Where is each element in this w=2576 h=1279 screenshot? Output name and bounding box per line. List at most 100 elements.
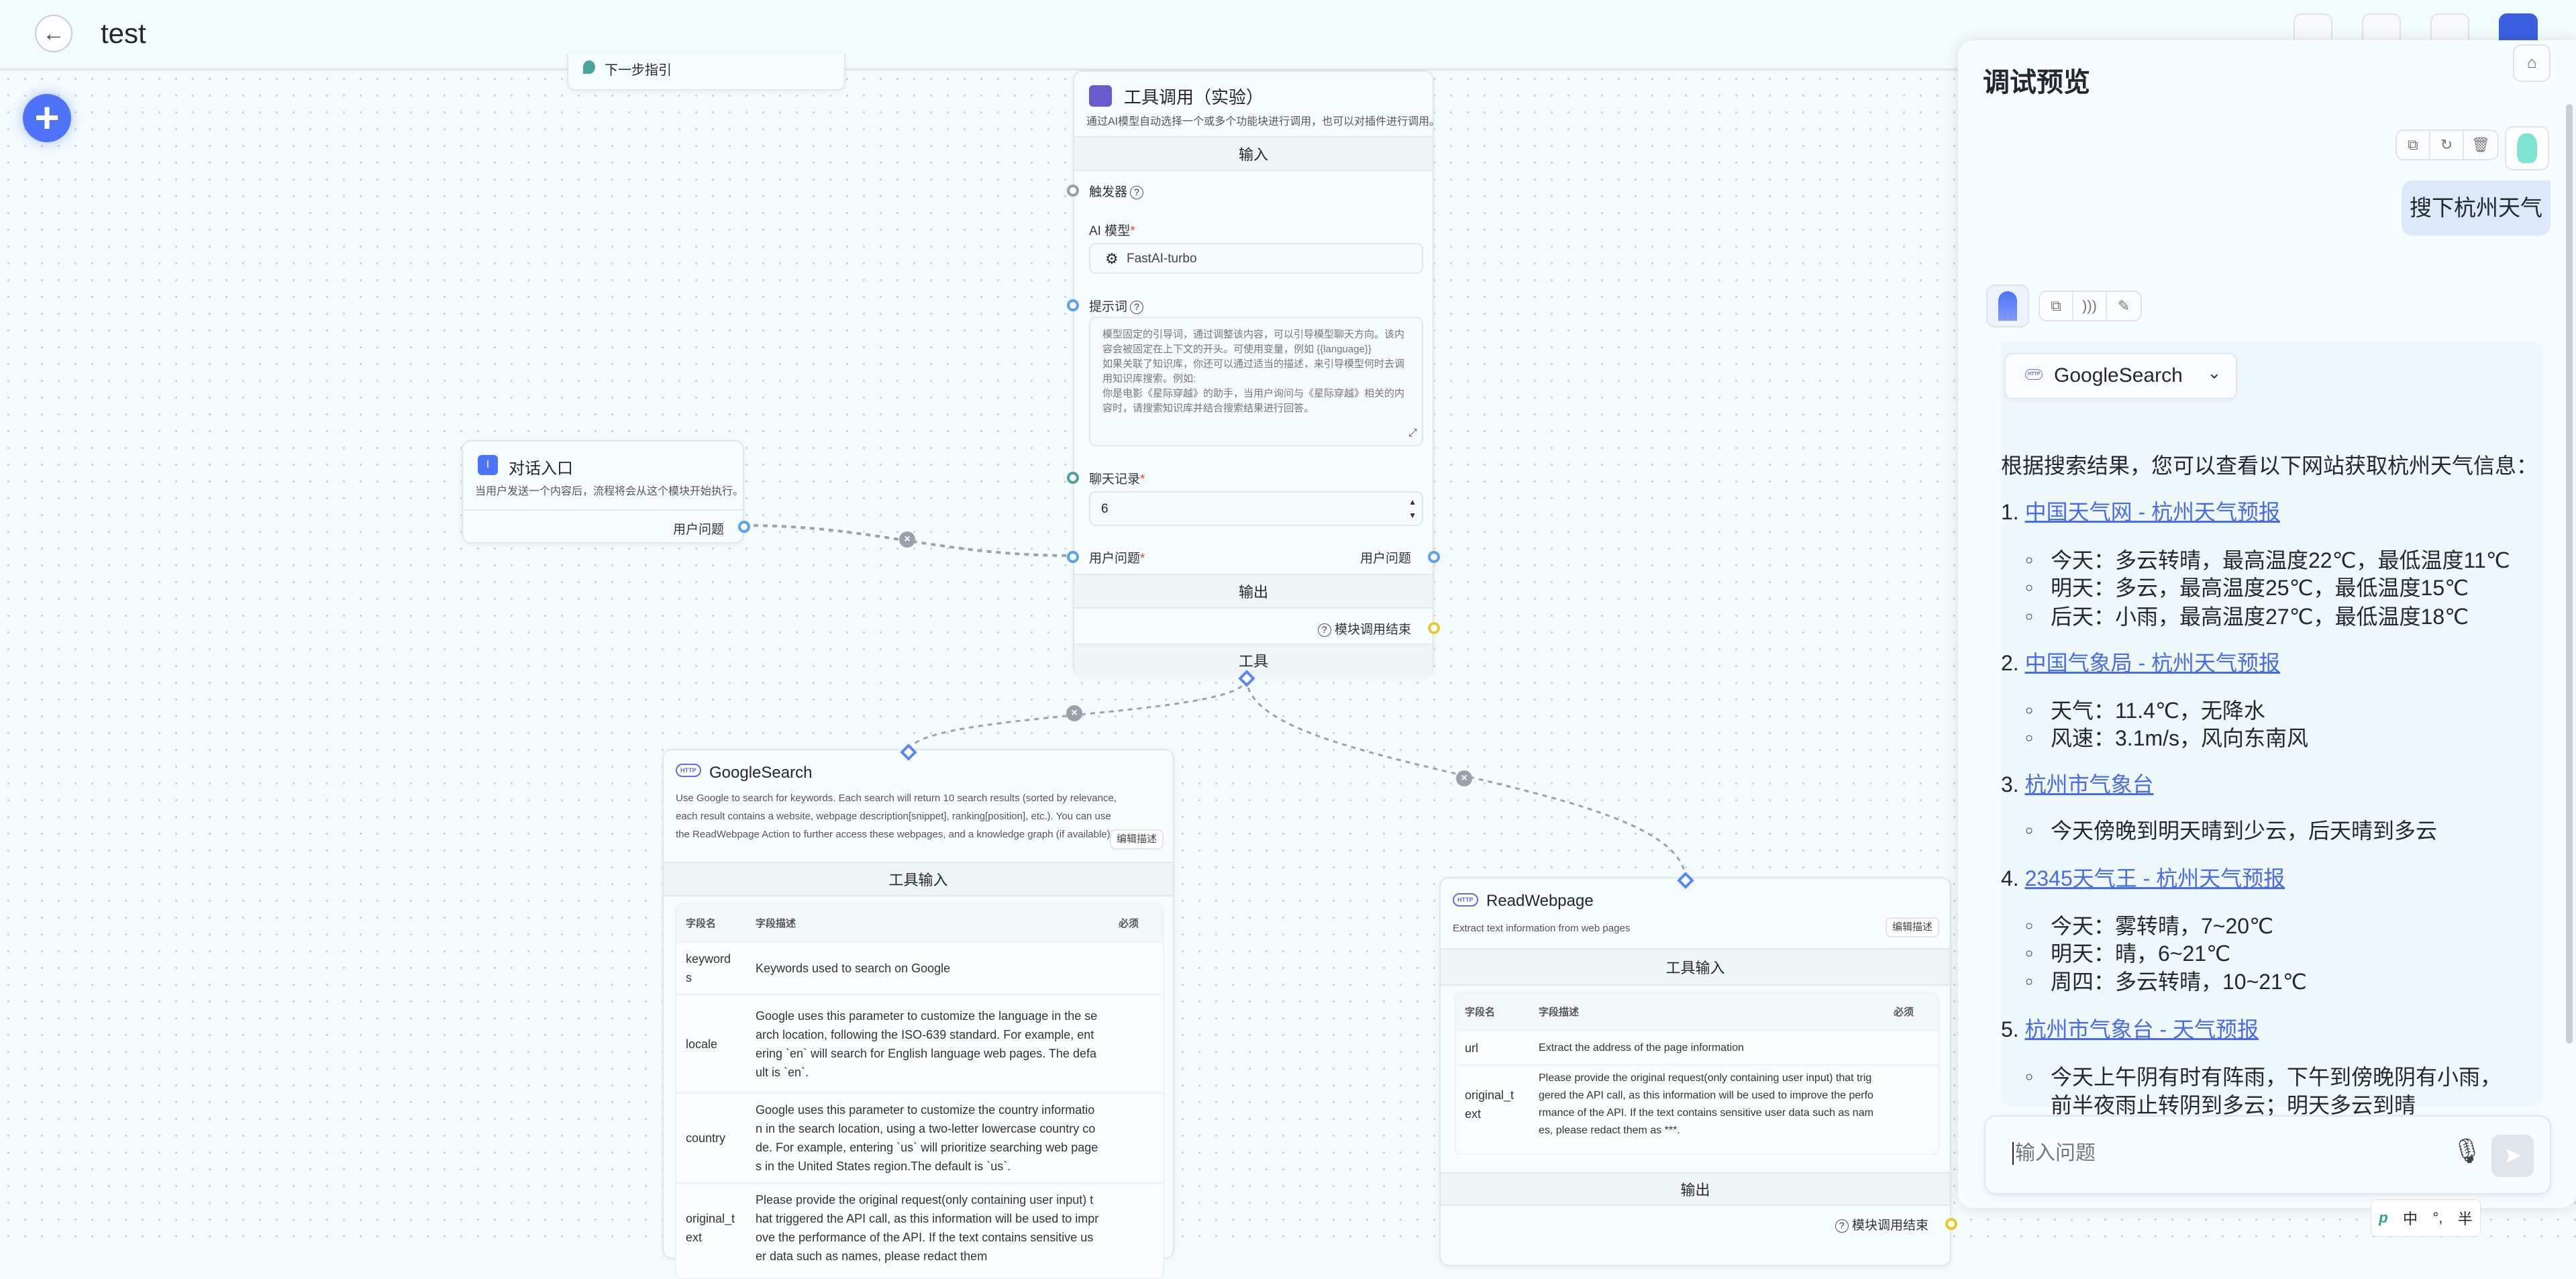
list-item: 今天傍晚到明天晴到少云，后天晴到多云 bbox=[2025, 817, 2437, 845]
table-row: country Google uses this parameter to cus… bbox=[676, 1092, 1163, 1183]
clear-chat-button[interactable]: ⌂ bbox=[2513, 44, 2551, 82]
question-input-handle[interactable] bbox=[1067, 551, 1079, 563]
node-description: 当用户发送一个内容后，流程将会从这个模块开始执行。 bbox=[475, 486, 744, 497]
question-output-handle[interactable] bbox=[738, 521, 750, 533]
guide-card[interactable]: 下一步指引 bbox=[567, 54, 845, 91]
model-select[interactable]: ⚙ FastAI-turbo bbox=[1089, 243, 1423, 274]
delete-edge-icon[interactable]: × bbox=[1456, 770, 1472, 786]
field-name: locale bbox=[676, 994, 746, 1093]
history-value: 6 bbox=[1101, 502, 1109, 516]
result-link[interactable]: 中国气象局 - 杭州天气预报 bbox=[2024, 651, 2281, 675]
model-label: AI 模型 bbox=[1089, 224, 1131, 238]
result-link[interactable]: 中国天气网 - 杭州天气预报 bbox=[2024, 500, 2281, 524]
column-header: 字段描述 bbox=[1529, 993, 1884, 1031]
prompt-label: 提示词 bbox=[1089, 300, 1128, 314]
field-name: url bbox=[1455, 1030, 1529, 1065]
field-description: Google uses this parameter to customize … bbox=[746, 994, 1109, 1093]
table-row: locale Google uses this parameter to cust… bbox=[676, 994, 1163, 1093]
help-icon[interactable]: ? bbox=[1317, 623, 1331, 637]
http-cloud-icon: HTTP bbox=[1453, 893, 1478, 907]
tool-input-section-header: 工具输入 bbox=[1441, 948, 1950, 986]
field-name: keywords bbox=[676, 941, 746, 994]
result-link[interactable]: 杭州市气象台 bbox=[2024, 772, 2154, 797]
tool-call-node[interactable]: 工具调用（实验） 通过AI模型自动选择一个或多个功能块进行调用，也可以对插件进行… bbox=[1067, 70, 1440, 675]
ime-toolbar[interactable]: p 中 °, 半 bbox=[2371, 1199, 2481, 1237]
node-title: 工具调用（实验） bbox=[1124, 87, 1264, 107]
table-row: url Extract the address of the page infor… bbox=[1455, 1030, 1938, 1065]
edit-icon[interactable]: ✎ bbox=[2117, 297, 2130, 314]
help-icon[interactable]: ? bbox=[1130, 300, 1144, 314]
user-avatar bbox=[2505, 126, 2549, 170]
field-name: country bbox=[676, 1092, 746, 1183]
chevron-down-icon: ⌄ bbox=[2207, 362, 2222, 382]
tool-input-table: 字段名 字段描述 必须 keywords Keywords used to searc… bbox=[675, 903, 1164, 1279]
list-item: 今天上午阴有时有阵雨，下午到傍晚阴有小雨，前半夜雨止转阴到多云；明天多云到晴 bbox=[2025, 1063, 2520, 1119]
field-description: Please provide the original request(only… bbox=[746, 1182, 1109, 1272]
finish-label: 模块调用结束 bbox=[1851, 1219, 1928, 1233]
field-description: Google uses this parameter to customize … bbox=[746, 1092, 1109, 1183]
copy-icon[interactable]: ⧉ bbox=[2040, 292, 2073, 320]
finish-handle[interactable] bbox=[1428, 622, 1440, 634]
prompt-handle[interactable] bbox=[1067, 299, 1079, 311]
history-number-input[interactable]: 6 ▲ ▼ bbox=[1089, 491, 1423, 526]
output-label: 用户问题 bbox=[672, 523, 724, 537]
speaker-icon[interactable]: ))) bbox=[2073, 292, 2107, 320]
chat-input-box[interactable]: 🎙 ➤ bbox=[1984, 1115, 2551, 1194]
scrollbar[interactable] bbox=[2566, 104, 2573, 1043]
field-description: Extract the address of the page informat… bbox=[1529, 1030, 1884, 1065]
ai-message-bubble: HTTP GoogleSearch ⌄ 根据搜索结果，您可以查看以下网站获取杭州… bbox=[2001, 342, 2543, 1117]
google-search-node[interactable]: HTTP GoogleSearch Use Google to search f… bbox=[662, 749, 1174, 1279]
copy-icon[interactable]: ⧉ bbox=[2397, 131, 2430, 159]
ime-punct[interactable]: °, bbox=[2432, 1209, 2443, 1226]
ime-width[interactable]: 半 bbox=[2457, 1211, 2473, 1227]
list-item: 后天：小雨，最高温度27℃，最低温度18℃ bbox=[2025, 603, 2469, 631]
finish-handle[interactable] bbox=[1945, 1218, 1957, 1230]
broom-icon: ⌂ bbox=[2526, 54, 2537, 72]
question-output-handle[interactable] bbox=[1428, 551, 1440, 563]
list-item: 明天：多云，最高温度25℃，最低温度15℃ bbox=[2025, 574, 2469, 602]
result-link[interactable]: 2345天气王 - 杭州天气预报 bbox=[2024, 866, 2285, 890]
output-section-header: 输出 bbox=[1441, 1172, 1950, 1206]
column-header: 字段名 bbox=[1455, 993, 1529, 1031]
entry-icon: I bbox=[478, 455, 498, 475]
column-header: 字段描述 bbox=[746, 905, 1109, 942]
user-message-actions: ⧉ ↻ 🗑 bbox=[2395, 130, 2499, 160]
guide-icon bbox=[583, 60, 595, 74]
prompt-textarea[interactable]: 模型固定的引导词，通过调整该内容，可以引导模型聊天方向。该内容会被固定在上下文的… bbox=[1089, 317, 1423, 446]
add-node-button[interactable]: + bbox=[23, 94, 71, 142]
tool-call-dropdown[interactable]: HTTP GoogleSearch ⌄ bbox=[2004, 353, 2237, 399]
tools-section-header: 工具 bbox=[1074, 644, 1433, 675]
tool-input-section-header: 工具输入 bbox=[664, 862, 1173, 897]
microphone-icon[interactable]: 🎙 bbox=[2452, 1137, 2483, 1164]
debug-preview-panel: 调试预览 ⌂ ⧉ ↻ 🗑 搜下杭州天气 ⧉))) ✎ HTTP GoogleSearc… bbox=[1958, 40, 2576, 1208]
list-item: 周四：多云转晴，10~21℃ bbox=[2025, 968, 2307, 996]
send-button[interactable]: ➤ bbox=[2491, 1135, 2534, 1177]
output-section-header: 输出 bbox=[1074, 574, 1433, 609]
arrow-left-icon: ← bbox=[42, 20, 65, 46]
history-handle[interactable] bbox=[1067, 472, 1079, 484]
back-button[interactable]: ← bbox=[35, 15, 72, 52]
chat-input[interactable] bbox=[2012, 1142, 2415, 1165]
delete-edge-icon[interactable]: × bbox=[899, 531, 915, 548]
list-item: 今天：雾转晴，7~20℃ bbox=[2025, 912, 2273, 940]
edit-description-button[interactable]: 编辑描述 bbox=[1886, 917, 1940, 937]
table-row: original_text Please provide the original… bbox=[1455, 1064, 1938, 1143]
ime-mode[interactable]: 中 bbox=[2403, 1211, 2418, 1227]
edit-description-button[interactable]: 编辑描述 bbox=[1110, 829, 1164, 850]
delete-icon[interactable]: 🗑 bbox=[2471, 136, 2490, 153]
help-icon[interactable]: ? bbox=[1835, 1219, 1849, 1233]
trigger-handle[interactable] bbox=[1067, 185, 1079, 197]
help-icon[interactable]: ? bbox=[1130, 185, 1144, 199]
stepper-arrows-icon[interactable]: ▲ ▼ bbox=[1408, 497, 1416, 520]
field-name: original_text bbox=[1455, 1064, 1529, 1143]
read-webpage-node[interactable]: HTTP ReadWebpage Extract text informatio… bbox=[1439, 877, 1957, 1266]
history-label: 聊天记录 bbox=[1089, 472, 1141, 487]
node-title: 对话入口 bbox=[509, 460, 573, 478]
result-link[interactable]: 杭州市气象台 - 天气预报 bbox=[2024, 1017, 2259, 1041]
expand-icon[interactable]: ⤢ bbox=[1408, 427, 1417, 439]
retry-icon[interactable]: ↻ bbox=[2430, 131, 2464, 159]
openai-icon: ⚙ bbox=[1105, 250, 1119, 267]
chat-entry-node[interactable]: I 对话入口 当用户发送一个内容后，流程将会从这个模块开始执行。 用户问题 bbox=[462, 440, 750, 544]
list-item: 风速：3.1m/s，风向东南风 bbox=[2025, 724, 2308, 752]
delete-edge-icon[interactable]: × bbox=[1066, 705, 1082, 721]
